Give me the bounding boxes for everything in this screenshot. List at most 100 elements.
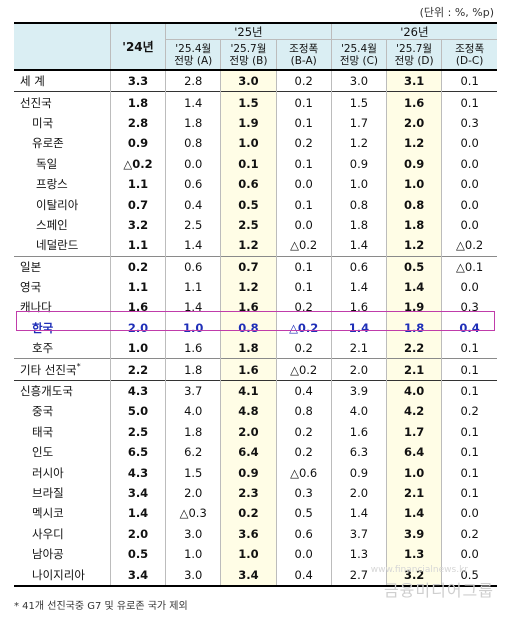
cell-value: 3.7 xyxy=(330,523,387,544)
header-2026: '26년 xyxy=(330,22,497,40)
cell-value: 2.2 xyxy=(109,358,166,381)
cell-value: 3.6 xyxy=(220,523,277,544)
row-label: 캐나다 xyxy=(20,300,52,315)
cell-value: 2.1 xyxy=(386,482,442,504)
cell-value: 0.6 xyxy=(165,173,221,195)
cell-value: 6.5 xyxy=(109,442,166,463)
row-label: 스페인 xyxy=(36,217,68,232)
cell-value: 2.1 xyxy=(330,338,387,359)
cell-value: 3.3 xyxy=(109,70,166,92)
cell-value: 1.6 xyxy=(109,297,166,318)
cell-value: 1.1 xyxy=(109,235,166,257)
cell-value: 3.0 xyxy=(165,523,221,544)
row-label: 프랑스 xyxy=(36,177,68,192)
cell-value: 0.2 xyxy=(220,503,277,524)
cell-value: 0.0 xyxy=(441,503,497,524)
cell-value: 0.9 xyxy=(330,153,387,174)
cell-value: 3.4 xyxy=(109,482,166,504)
cell-value: 1.0 xyxy=(330,173,387,195)
cell-value: 1.2 xyxy=(330,133,387,154)
cell-value: 1.8 xyxy=(330,214,387,236)
row-label: 일본 xyxy=(14,255,111,277)
cell-value: 1.4 xyxy=(330,317,387,339)
cell-value: 3.0 xyxy=(330,70,387,92)
cell-value: 1.8 xyxy=(165,112,221,134)
row-label: 세 계 xyxy=(20,74,45,89)
header-25-jul: '25.7월 전망 (B) xyxy=(220,39,277,71)
cell-value: 0.1 xyxy=(441,91,497,113)
cell-value: 1.4 xyxy=(330,503,387,524)
cell-value: 1.4 xyxy=(165,235,221,257)
cell-value: 1.0 xyxy=(386,173,442,195)
cell-value: 0.8 xyxy=(165,133,221,154)
cell-value: 0.0 xyxy=(275,214,332,236)
cell-value: 1.4 xyxy=(386,503,442,524)
cell-value: 6.3 xyxy=(330,442,387,463)
cell-value: 0.6 xyxy=(220,173,277,195)
row-label: 네덜란드 xyxy=(36,238,79,253)
cell-value: 0.0 xyxy=(441,543,497,565)
header-2024: '24년 xyxy=(109,22,166,71)
row-label: 러시아 xyxy=(32,465,64,480)
cell-value: 2.7 xyxy=(330,564,387,587)
cell-value: 2.0 xyxy=(386,112,442,134)
cell-value: 1.8 xyxy=(386,317,442,339)
cell-value: 4.3 xyxy=(109,379,166,402)
cell-value: 2.1 xyxy=(386,358,442,381)
cell-value: 1.8 xyxy=(386,214,442,236)
cell-value: 1.4 xyxy=(330,235,387,257)
cell-value: 2.3 xyxy=(220,482,277,504)
cell-value: 1.2 xyxy=(386,133,442,154)
header-2025: '25년 xyxy=(165,22,332,40)
cell-value: 0.2 xyxy=(275,297,332,318)
cell-value: 3.1 xyxy=(386,70,442,92)
cell-value: 2.0 xyxy=(220,421,277,443)
cell-value: 3.2 xyxy=(109,214,166,236)
cell-value: 0.1 xyxy=(275,276,332,298)
cell-value: 0.2 xyxy=(275,421,332,443)
cell-value: 0.5 xyxy=(109,543,166,565)
cell-value: 2.5 xyxy=(220,214,277,236)
row-label: 신흥개도국 xyxy=(14,379,111,402)
cell-value: 0.3 xyxy=(441,297,497,318)
cell-value: 0.3 xyxy=(275,482,332,504)
cell-value: △0.6 xyxy=(275,462,332,483)
header-25-apr: '25.4월 전망 (A) xyxy=(165,39,221,71)
row-label: 남아공 xyxy=(32,547,64,562)
cell-value: 2.0 xyxy=(109,523,166,544)
cell-value: 2.8 xyxy=(109,112,166,134)
cell-value: 4.3 xyxy=(109,462,166,483)
cell-value: 1.0 xyxy=(386,462,442,483)
cell-value: 0.0 xyxy=(441,133,497,154)
cell-value: 1.2 xyxy=(220,276,277,298)
table-row: 멕시코 1.4 △0.3 0.2 0.5 1.4 1.4 0.0 xyxy=(14,503,497,524)
cell-value: 0.5 xyxy=(275,503,332,524)
row-label: 독일 xyxy=(36,156,58,171)
cell-value: 0.8 xyxy=(386,194,442,215)
cell-value: 1.0 xyxy=(165,317,221,339)
table-row: 선진국 1.8 1.4 1.5 0.1 1.5 1.6 0.1 xyxy=(14,91,497,113)
cell-value: 3.4 xyxy=(220,564,277,587)
cell-value: 0.9 xyxy=(330,462,387,483)
cell-value: 0.0 xyxy=(441,276,497,298)
cell-value: 1.4 xyxy=(386,276,442,298)
cell-value: 0.4 xyxy=(275,379,332,402)
cell-value: 0.1 xyxy=(441,379,497,402)
cell-value: 0.1 xyxy=(275,255,332,277)
growth-forecast-table: '24년 '25년 '26년 '25.4월 전망 (A) '25.7월 전망 (B)… xyxy=(14,22,497,587)
cell-value: 1.4 xyxy=(165,297,221,318)
cell-value: 1.3 xyxy=(386,543,442,565)
row-label: 브라질 xyxy=(32,486,64,500)
cell-value: 6.4 xyxy=(386,442,442,463)
cell-value: 0.1 xyxy=(441,442,497,463)
header-corner xyxy=(14,22,111,71)
cell-value: 1.8 xyxy=(220,338,277,359)
cell-value: 4.1 xyxy=(220,379,277,402)
cell-value: 3.9 xyxy=(386,523,442,544)
cell-value: 0.4 xyxy=(275,564,332,587)
row-label: 이탈리아 xyxy=(36,197,79,212)
table-row: 한국 2.0 1.0 0.8 △0.2 1.4 1.8 0.4 xyxy=(14,317,497,339)
table-row: 기타 선진국* 2.2 1.8 1.6 △0.2 2.0 2.1 0.1 xyxy=(14,358,497,381)
cell-value: 0.0 xyxy=(275,543,332,565)
cell-value: 1.6 xyxy=(330,421,387,443)
